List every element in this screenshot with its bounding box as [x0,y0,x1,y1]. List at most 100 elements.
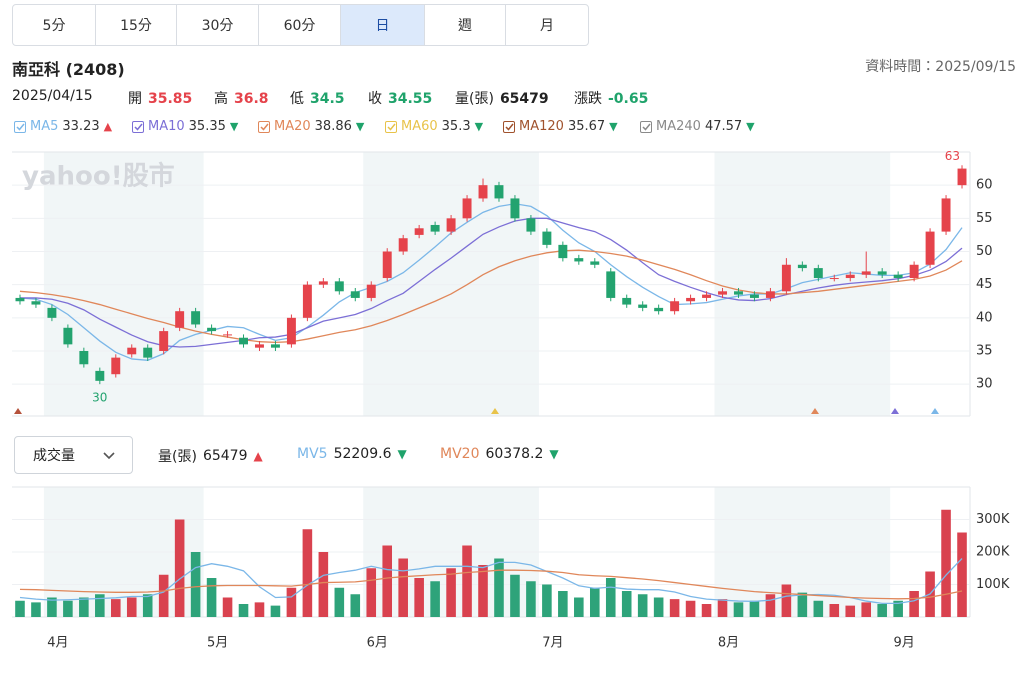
volume-bar [79,597,89,617]
volume-bar [637,594,648,617]
volume-bar [669,599,680,617]
checkbox [132,120,144,133]
ma-legend-item[interactable]: MA120 35.67 ▼ [503,119,618,134]
candle-body [175,311,185,328]
volume-bar [350,594,361,617]
check [641,123,651,131]
info-item: 高 36.8 [214,88,269,108]
tab[interactable]: 30分 [177,5,259,45]
candle-body [654,307,664,312]
candle-body [270,344,280,348]
legend-value: 52209.6 [333,446,392,462]
x-tick-label: 6月 [367,636,388,651]
ma-legend: MA5 33.23 ▲ MA10 35.35 ▼ MA20 38.86 ▼ MA60 35.3 ▼ MA… [0,119,1024,139]
tab[interactable]: 日 [341,5,425,45]
candle-body [957,168,967,186]
candle-body [159,331,169,351]
candle-body [734,291,743,295]
volume-bar [158,574,169,617]
ma-name: MA240 [656,119,701,134]
info-date: 2025/04/15 [12,88,93,104]
ma-legend-item[interactable]: MA5 33.23 ▲ [14,119,112,134]
tab[interactable]: 60分 [259,5,341,45]
x-tick-label: 9月 [894,636,915,651]
ma-legend-item[interactable]: MA240 47.57 ▼ [640,119,755,134]
ma-value: 35.3 [441,119,471,134]
volume-bar [270,605,281,617]
high-label: 63 [945,149,960,163]
volume-bar [845,605,856,617]
candle-body [909,264,919,279]
info-value: 35.85 [148,91,193,107]
volume-bar [222,597,233,617]
candle-body [845,274,855,279]
volume-bar [446,568,456,617]
volume-bar [63,600,73,617]
candle-body [31,301,41,305]
line [19,217,963,348]
volume-bar [334,587,345,617]
candle-body [574,258,584,262]
x-tick-label: 8月 [718,636,739,651]
ma-name: MA20 [274,119,311,134]
event-marker [931,408,939,414]
line [19,203,963,361]
candle-body [143,347,153,358]
candle-body [398,238,408,252]
month-band [363,152,539,416]
volume-bar [190,552,201,617]
tab[interactable]: 15分 [96,5,177,45]
grid: 4月 5月 6月 7月 8月 9月 30 35 40 45 50 55 60 100K 200K 300K [12,178,1010,651]
volume-bar [621,591,632,617]
info-label: 量(張) [455,91,494,107]
candle-body [941,198,951,232]
volume-bar [861,602,872,617]
candle-body [638,304,648,308]
tab[interactable]: 5分 [13,5,96,45]
candle-body [797,264,807,269]
watermark: yahoo!股市 [22,161,175,192]
volume-bar [382,545,393,617]
ma-legend-item[interactable]: MA20 38.86 ▼ [258,119,364,134]
tab[interactable]: 月 [540,18,554,34]
y-tick-label: 60 [976,178,993,193]
volume-bar [941,509,951,617]
volume-bar [526,581,536,617]
candle-body [350,291,360,298]
check [386,123,396,131]
legend-name: 量(張) [158,449,197,465]
candle-body [286,317,296,345]
ma-value: 35.67 [567,119,606,134]
info-item: 收 34.55 [368,88,432,108]
y-tick-label: 45 [976,277,993,292]
volume-legend-item: MV5 52209.6 ▼ [297,446,407,462]
candle-body [366,284,376,298]
candle-body [861,271,871,275]
info-label: 開 [128,91,142,107]
volume-selector[interactable]: 成交量 [14,436,133,474]
volume-bar [893,600,903,617]
candle-body [318,281,328,285]
volume-bar [829,604,840,617]
ma-trend: ▼ [609,120,618,133]
event-marker [811,408,819,414]
checkbox [14,120,26,133]
ma-legend-item[interactable]: MA60 35.3 ▼ [385,119,483,134]
volume-bar [31,602,41,617]
month-band [714,152,891,416]
candle-body [47,307,57,318]
y-tick-label: 30 [976,377,993,392]
volume-bar [302,529,313,617]
event-marker [891,408,899,414]
info-label: 收 [368,91,382,107]
interval-tabs: 5分 15分 30分 60分日週 月 [12,4,589,46]
volume-legend-item: MV20 60378.2 ▼ [440,446,559,462]
candle-body [590,261,600,265]
volume-bar [398,558,408,617]
volume-bar [574,597,584,617]
ma-legend-item[interactable]: MA10 35.35 ▼ [132,119,238,134]
candle-body [239,337,248,345]
ma-name: MA60 [401,119,438,134]
tab[interactable]: 週 [425,5,506,45]
